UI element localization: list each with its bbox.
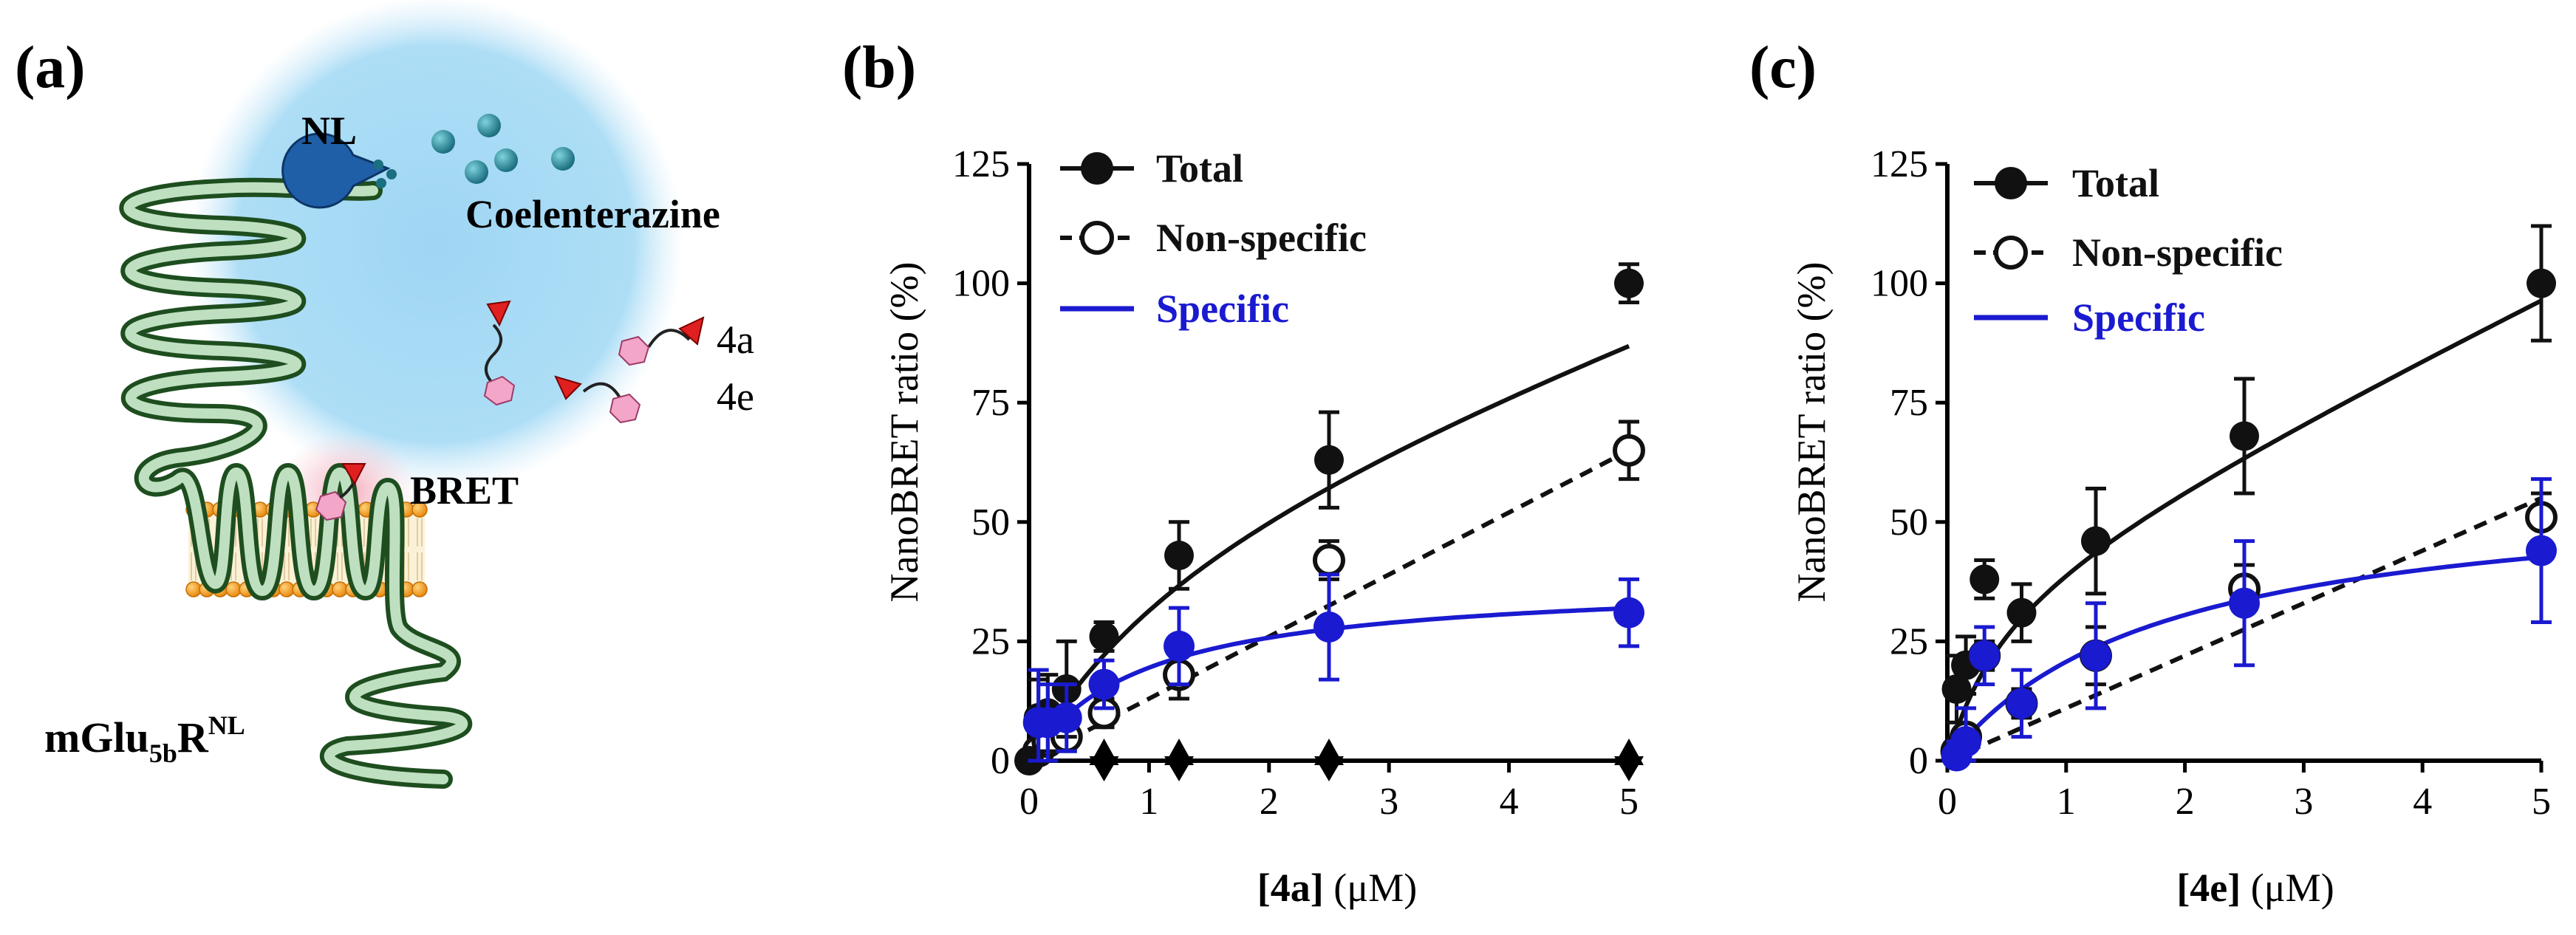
panel-b-legend: Total Non-specific Specific bbox=[1060, 146, 1367, 331]
panel-c-specific-point bbox=[1950, 726, 1982, 758]
panel-b-total-point bbox=[1089, 621, 1119, 651]
panel-b-x-tick-label: 1 bbox=[1139, 781, 1158, 823]
panel-c-y-tick-label: 25 bbox=[1890, 620, 1928, 662]
ligand-4e-label: 4e bbox=[717, 374, 754, 419]
receptor-ribbon-fill bbox=[123, 182, 468, 784]
panel-c-total-point bbox=[1941, 674, 1972, 705]
panel-c-y-tick-label: 100 bbox=[1870, 263, 1928, 305]
panel-c-y-axis-title: NanoBRET ratio (%) bbox=[1789, 262, 1834, 603]
panel-c-y-tick-label: 50 bbox=[1890, 501, 1928, 544]
panel-b-specific-point bbox=[1613, 597, 1644, 629]
panel-c-nonspecific-fit-line bbox=[1946, 496, 2543, 763]
bret-label: BRET bbox=[410, 468, 519, 513]
panel-b-total-point bbox=[1164, 541, 1194, 571]
svg-text:Total: Total bbox=[1156, 146, 1243, 191]
panel-c-total-point bbox=[2081, 526, 2111, 556]
panel-c-specific-point bbox=[2229, 587, 2260, 619]
panel-c-specific-point bbox=[2006, 688, 2037, 719]
panel-c-plot: 0 25 50 75 100 125 0 1 2 3 4 5 bbox=[1870, 143, 2558, 823]
panel-c-chart: (c) 0 25 50 75 100 125 0 1 2 3 4 5 NanoBRET ratio (… bbox=[1749, 33, 2558, 910]
panel-b-nonspecific-point bbox=[1313, 544, 1345, 577]
panel-c-legend-specific: Specific bbox=[1974, 295, 2205, 340]
receptor-label: mGlu5bRNL bbox=[44, 710, 245, 768]
fluorescent-ligand-icon bbox=[483, 300, 705, 424]
panel-b-x-axis-title: [4a] (μM) bbox=[1257, 866, 1417, 910]
panel-c-total-point bbox=[2527, 268, 2556, 298]
receptor-mglu5b bbox=[119, 177, 473, 789]
panel-b-y-tick-label: 125 bbox=[952, 143, 1010, 185]
panel-c-x-tick-label: 2 bbox=[2176, 781, 2195, 823]
panel-c-x-tick-label: 0 bbox=[1938, 781, 1957, 823]
nanoluc-enzyme-icon bbox=[281, 132, 391, 209]
panel-b-legend-total: Total bbox=[1060, 146, 1243, 191]
panel-b-x-tick-label: 2 bbox=[1260, 781, 1279, 823]
panel-c-legend-nonspecific: Non-specific bbox=[1974, 230, 2283, 275]
panel-b-specific-point bbox=[1313, 612, 1345, 643]
panel-b-specific-point bbox=[1050, 702, 1082, 733]
panel-c-y-tick-label: 125 bbox=[1870, 143, 1928, 185]
panel-b-triangle-point bbox=[1614, 756, 1644, 781]
panel-b-y-tick-label: 50 bbox=[971, 501, 1010, 544]
svg-text:Specific: Specific bbox=[1156, 287, 1289, 331]
panel-c-total-point bbox=[2006, 597, 2037, 628]
panel-c-specific-point bbox=[2526, 535, 2557, 566]
panel-b-x-tick-label: 0 bbox=[1019, 781, 1039, 823]
panel-c-x-axis-title: [4e] (μM) bbox=[2176, 866, 2334, 910]
panel-b-x-tick-label: 5 bbox=[1619, 781, 1639, 823]
panel-c-specific-point bbox=[2080, 640, 2111, 671]
panel-b-y-tick-label: 100 bbox=[952, 263, 1010, 305]
panel-c-total-point bbox=[1969, 564, 2000, 595]
panel-c-x-tick-label: 5 bbox=[2532, 781, 2551, 823]
coelenterazine-icon bbox=[431, 114, 575, 184]
panel-b-total-point bbox=[1314, 445, 1344, 475]
panel-b-y-axis-title: NanoBRET ratio (%) bbox=[882, 262, 926, 603]
panel-b-specific-point bbox=[1164, 630, 1195, 662]
panel-b-triangle-point bbox=[1314, 756, 1344, 781]
panel-c-total-fit-line bbox=[1945, 298, 2543, 761]
panel-b-triangle-point bbox=[1089, 756, 1119, 781]
panel-b-specific-point bbox=[1088, 668, 1120, 700]
panel-c-letter: (c) bbox=[1749, 33, 1817, 100]
panel-b-chart: (b) 0 25 50 75 100 125 0 1 2 3 4 5 NanoBRET ratio (… bbox=[842, 33, 1645, 910]
panel-b-letter: (b) bbox=[842, 33, 916, 100]
panel-c-legend-total: Total bbox=[1974, 161, 2159, 205]
panel-b-y-tick-label: 75 bbox=[971, 382, 1010, 424]
panel-c-x-tick-label: 1 bbox=[2057, 781, 2076, 823]
nl-label: NL bbox=[301, 109, 357, 153]
panel-c-y-tick-label: 0 bbox=[1909, 740, 1928, 782]
nanoluc-bound-substrate bbox=[373, 160, 397, 188]
panel-a-schematic: (a) bbox=[15, 0, 754, 789]
svg-text:Specific: Specific bbox=[2072, 295, 2205, 340]
panel-b-nonspecific-point bbox=[1613, 434, 1645, 467]
panel-b-x-tick-label: 4 bbox=[1500, 781, 1519, 823]
panel-b-plot: 0 25 50 75 100 125 0 1 2 3 4 5 bbox=[952, 143, 1645, 823]
panel-b-legend-specific: Specific bbox=[1060, 287, 1289, 331]
luminescence-glow bbox=[188, 0, 683, 491]
panel-b-legend-nonspecific: Non-specific bbox=[1060, 216, 1367, 260]
panel-c-y-tick-label: 75 bbox=[1890, 382, 1928, 424]
panel-b-y-tick-label: 0 bbox=[991, 740, 1010, 782]
panel-c-total-point bbox=[2230, 421, 2259, 451]
svg-text:Total: Total bbox=[2072, 161, 2159, 205]
svg-text:Non-specific: Non-specific bbox=[2072, 230, 2283, 275]
panel-a-letter: (a) bbox=[15, 33, 86, 100]
panel-b-total-point bbox=[1614, 268, 1644, 298]
panel-b-y-tick-label: 25 bbox=[971, 620, 1010, 662]
panel-c-legend: Total Non-specific Specific bbox=[1974, 161, 2283, 340]
ligand-4a-label: 4a bbox=[717, 318, 754, 362]
panel-b-x-tick-label: 3 bbox=[1379, 781, 1398, 823]
panel-c-specific-point bbox=[1969, 640, 2001, 671]
panel-c-x-tick-label: 4 bbox=[2413, 781, 2432, 823]
svg-text:Non-specific: Non-specific bbox=[1156, 216, 1367, 260]
panel-b-triangle-point bbox=[1164, 756, 1194, 781]
panel-c-x-tick-label: 3 bbox=[2294, 781, 2313, 823]
coelenterazine-label: Coelenterazine bbox=[465, 192, 720, 236]
bound-ligand-icon bbox=[315, 463, 366, 521]
